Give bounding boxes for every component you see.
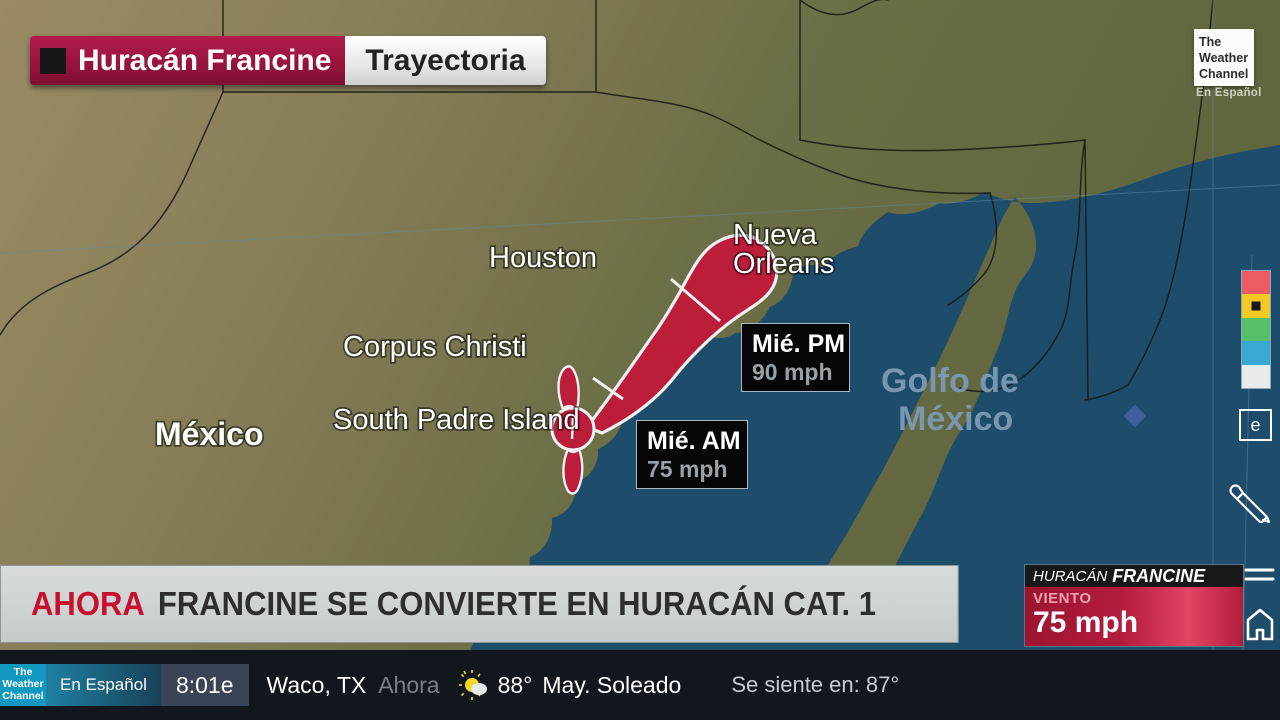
svg-text:Nueva: Nueva — [733, 219, 818, 251]
svg-text:Corpus Christi: Corpus Christi — [343, 331, 527, 363]
svg-text:México: México — [155, 416, 263, 452]
svg-text:México: México — [898, 400, 1013, 438]
svg-text:Houston: Houston — [489, 242, 597, 274]
svg-text:South Padre Island: South Padre Island — [333, 404, 580, 436]
svg-text:Orleans: Orleans — [733, 248, 835, 280]
svg-text:Golfo de: Golfo de — [881, 362, 1019, 400]
